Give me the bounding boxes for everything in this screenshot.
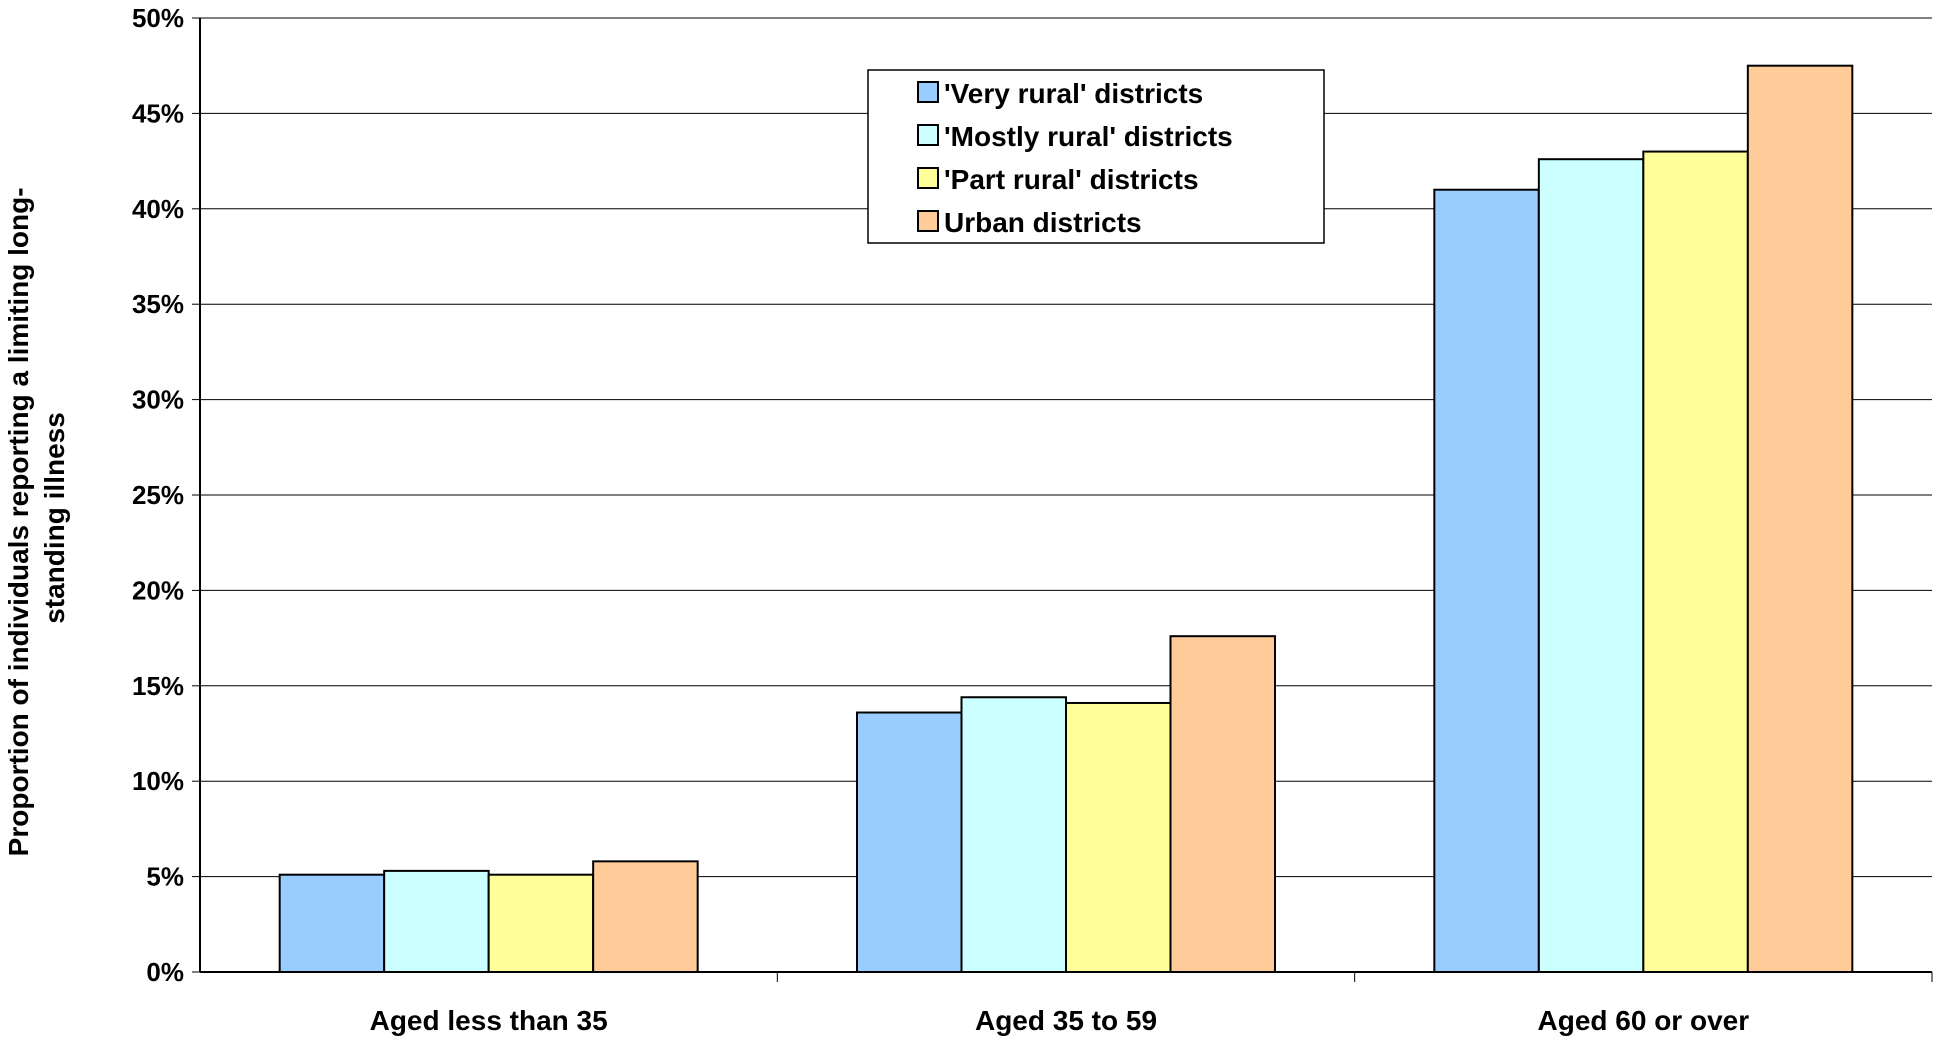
y-tick-label: 5% bbox=[146, 862, 184, 892]
legend-swatch bbox=[917, 124, 939, 146]
y-tick-label: 40% bbox=[132, 194, 184, 224]
legend-label: 'Mostly rural' districts bbox=[944, 121, 1233, 152]
y-tick-label: 20% bbox=[132, 575, 184, 605]
y-tick-label: 50% bbox=[132, 3, 184, 33]
y-tick-label: 30% bbox=[132, 385, 184, 415]
bar bbox=[592, 860, 699, 973]
legend-swatch bbox=[917, 167, 939, 189]
legend: 'Very rural' districts 'Mostly rural' dis… bbox=[867, 69, 1325, 244]
bar bbox=[856, 711, 963, 974]
bar bbox=[960, 696, 1068, 973]
legend-label: 'Part rural' districts bbox=[944, 164, 1199, 195]
x-category-labels: Aged less than 35 Aged 35 to 59 Aged 60 or… bbox=[370, 972, 1933, 1036]
legend-label: Urban districts bbox=[944, 207, 1142, 238]
y-tick-label: 15% bbox=[132, 671, 184, 701]
bars bbox=[278, 64, 1854, 974]
legend-box bbox=[867, 69, 1325, 244]
bar bbox=[487, 873, 595, 974]
x-category-label: Aged less than 35 bbox=[370, 1005, 608, 1036]
bar bbox=[278, 873, 386, 974]
bar bbox=[1746, 64, 1854, 973]
y-tick-label: 45% bbox=[132, 98, 184, 128]
bar bbox=[383, 869, 490, 973]
legend-swatch bbox=[917, 210, 939, 232]
bar bbox=[1169, 635, 1276, 974]
y-tick-label: 0% bbox=[146, 957, 184, 987]
y-axis-title-line-2: standing illness bbox=[39, 412, 70, 624]
legend-label: 'Very rural' districts bbox=[944, 78, 1203, 109]
x-category-label: Aged 60 or over bbox=[1538, 1005, 1750, 1036]
legend-swatch bbox=[917, 81, 939, 103]
x-category-label: Aged 35 to 59 bbox=[975, 1005, 1157, 1036]
y-axis-title-line-1: Proportion of individuals reporting a li… bbox=[3, 187, 34, 856]
y-tick-labels: 0% 5% 10% 15% 20% 25% 30% 35% 40% 45% 50% bbox=[132, 3, 200, 987]
y-axis-title: Proportion of individuals reporting a li… bbox=[3, 180, 70, 857]
bar bbox=[1065, 701, 1172, 973]
y-tick-label: 10% bbox=[132, 766, 184, 796]
bar bbox=[1642, 150, 1749, 973]
y-tick-label: 25% bbox=[132, 480, 184, 510]
y-tick-label: 35% bbox=[132, 289, 184, 319]
bar bbox=[1433, 188, 1540, 974]
bar bbox=[1537, 158, 1645, 973]
